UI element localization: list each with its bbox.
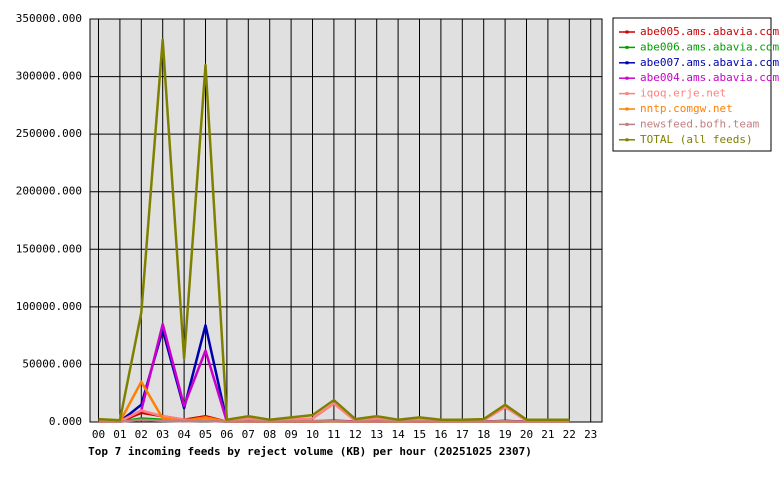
x-tick-label: 13 (370, 428, 383, 441)
legend-label: TOTAL (all feeds) (640, 133, 753, 146)
x-tick-label: 07 (242, 428, 255, 441)
x-tick-label: 10 (306, 428, 319, 441)
x-tick-label: 12 (349, 428, 362, 441)
y-tick-label: 150000.000 (16, 242, 82, 255)
plot-area (90, 19, 602, 422)
x-tick-label: 08 (263, 428, 276, 441)
series-line (98, 402, 570, 423)
legend-marker (625, 92, 629, 96)
legend-marker (625, 76, 629, 80)
legend-marker (625, 61, 629, 65)
legend-marker (625, 45, 629, 49)
x-tick-label: 11 (327, 428, 340, 441)
legend-label: abe006.ams.abavia.com (640, 40, 779, 53)
chart-title: Top 7 incoming feeds by reject volume (K… (88, 445, 532, 458)
x-tick-label: 01 (113, 428, 126, 441)
x-tick-label: 15 (413, 428, 426, 441)
legend-label: iqoq.erje.net (640, 87, 726, 100)
x-tick-label: 06 (220, 428, 233, 441)
y-tick-label: 350000.000 (16, 12, 82, 25)
series-line (98, 418, 570, 424)
y-tick-label: 250000.000 (16, 127, 82, 140)
x-tick-label: 14 (391, 428, 405, 441)
x-tick-label: 18 (477, 428, 490, 441)
x-tick-label: 09 (284, 428, 297, 441)
legend-marker (625, 138, 629, 142)
x-tick-label: 02 (135, 428, 148, 441)
x-tick-label: 00 (92, 428, 105, 441)
legend-label: newsfeed.bofh.team (640, 117, 760, 130)
legend-marker (625, 30, 629, 34)
legend-marker (625, 107, 629, 111)
x-tick-label: 20 (520, 428, 533, 441)
x-tick-label: 04 (177, 428, 191, 441)
x-tick-label: 22 (563, 428, 576, 441)
legend-label: abe007.ams.abavia.com (640, 56, 779, 69)
x-tick-label: 23 (584, 428, 597, 441)
x-tick-label: 16 (434, 428, 447, 441)
y-tick-label: 200000.000 (16, 185, 82, 198)
legend (612, 17, 772, 152)
legend-marker (625, 122, 629, 126)
x-tick-label: 21 (541, 428, 554, 441)
legend-label: nntp.comgw.net (640, 102, 733, 115)
y-tick-label: 50000.000 (22, 357, 82, 370)
legend-label: abe004.ams.abavia.com (640, 71, 779, 84)
x-tick-label: 17 (456, 428, 469, 441)
legend-label: abe005.ams.abavia.com (640, 25, 779, 38)
x-tick-label: 03 (156, 428, 169, 441)
x-tick-label: 05 (199, 428, 212, 441)
y-tick-label: 300000.000 (16, 70, 82, 83)
y-tick-label: 0.000 (49, 415, 82, 428)
series-line (98, 38, 570, 422)
y-tick-label: 100000.000 (16, 300, 82, 313)
x-tick-label: 19 (498, 428, 511, 441)
